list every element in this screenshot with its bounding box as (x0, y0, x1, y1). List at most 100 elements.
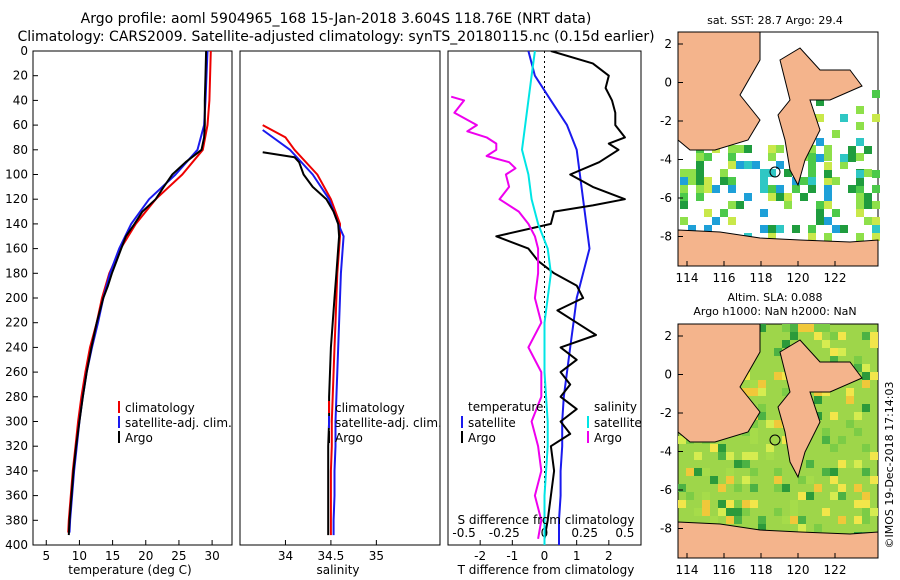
sla-pixel (814, 332, 822, 340)
sla-pixel (838, 348, 846, 356)
sla-pixel (822, 468, 830, 476)
sst-pixel (816, 217, 824, 225)
sla-pixel (766, 444, 774, 452)
map-y-tick-label: -2 (660, 114, 672, 128)
sla-pixel (726, 452, 734, 460)
map-x-tick-label: 116 (713, 271, 736, 285)
sla-pixel (822, 324, 830, 332)
sla-pixel (862, 364, 870, 372)
sla-pixel (702, 492, 710, 500)
sla-pixel (686, 492, 694, 500)
sst-pixel (824, 201, 832, 209)
depth-tick-label: 280 (5, 390, 28, 404)
depth-tick-label: 80 (13, 143, 28, 157)
sla-pixel (750, 484, 758, 492)
sla-pixel (750, 380, 758, 388)
sla-pixel (838, 516, 846, 524)
sst-pixel (760, 209, 768, 217)
sla-pixel (870, 508, 878, 516)
sla-pixel (750, 428, 758, 436)
x-tick-label: 20 (138, 549, 153, 563)
sst-pixel (680, 201, 688, 209)
sla-pixel (702, 508, 710, 516)
sla-pixel (758, 404, 766, 412)
sst-pixel (704, 209, 712, 217)
sst-pixel (776, 185, 784, 193)
sst-pixel (840, 154, 848, 162)
sla-pixel (822, 428, 830, 436)
sst-pixel (752, 161, 760, 169)
sla-pixel (758, 524, 766, 532)
sla-pixel (862, 516, 870, 524)
salinity-xlabel: salinity (316, 563, 359, 577)
sst-pixel (712, 217, 720, 225)
sla-pixel (862, 468, 870, 476)
difference-xlabel-top: S difference from climatology (458, 513, 635, 527)
sst-pixel (816, 98, 824, 106)
sst-pixel (680, 169, 688, 177)
sla-pixel (742, 476, 750, 484)
sst-pixel (832, 130, 840, 138)
temperature-x-axis: 5 10 15 20 25 30 (42, 540, 220, 563)
map-x-tick-label: 122 (824, 271, 847, 285)
depth-tick-label: 240 (5, 340, 28, 354)
depth-tick-label: 40 (13, 93, 28, 107)
sst-pixel (784, 193, 792, 201)
legend-label-satellite-adj: satellite-adj. clim. (125, 416, 232, 430)
sla-pixel (838, 492, 846, 500)
depth-tick-label: 120 (5, 192, 28, 206)
sla-pixel (854, 500, 862, 508)
sla-pixel (774, 420, 782, 428)
sla-pixel (798, 516, 806, 524)
sst-pixel (864, 201, 872, 209)
map-y-tick-label: -4 (660, 153, 672, 167)
sst-pixel (776, 225, 784, 233)
sla-pixel (782, 484, 790, 492)
sla-pixel (830, 412, 838, 420)
x-tick-label: 1 (573, 549, 581, 563)
title-line-1: Argo profile: aoml 5904965_168 15-Jan-20… (81, 11, 592, 27)
map-x-tick-label: 114 (676, 271, 699, 285)
sst-pixel (808, 145, 816, 153)
sst-pixel (824, 233, 832, 241)
sla-pixel (790, 508, 798, 516)
sla-pixel (790, 500, 798, 508)
salinity-x-axis: 34 34.5 35 (278, 540, 384, 563)
sla-pixel (838, 332, 846, 340)
sla-pixel (846, 396, 854, 404)
sst-axes: 114 116 118 120 122 2 0 -2 -4 -6 -8 (660, 37, 846, 285)
sst-pixel (688, 177, 696, 185)
sla-pixel (814, 524, 822, 532)
argo-position-marker (769, 434, 781, 446)
sst-pixel (776, 145, 784, 153)
sla-pixel (710, 476, 718, 484)
sst-pixel (736, 145, 744, 153)
difference-xlabel: T difference from climatology (457, 563, 635, 577)
sst-pixel (856, 201, 864, 209)
sst-pixel (712, 185, 720, 193)
sst-pixel (720, 209, 728, 217)
sst-pixel (728, 177, 736, 185)
sst-pixel (856, 193, 864, 201)
series-line-argo (67, 51, 208, 536)
sla-pixel (758, 380, 766, 388)
sla-map-title-2: Argo h1000: NaN h2000: NaN (693, 305, 856, 318)
sst-pixel (824, 217, 832, 225)
sst-pixel (728, 145, 736, 153)
sst-pixel (744, 145, 752, 153)
depth-tick-label: 380 (5, 513, 28, 527)
sst-pixel (872, 90, 880, 98)
sst-pixel (816, 154, 824, 162)
sla-pixel (854, 460, 862, 468)
sla-pixel (750, 436, 758, 444)
legend-label-climatology: climatology (335, 401, 405, 415)
sst-pixel (872, 201, 880, 209)
sla-pixel (742, 508, 750, 516)
x-tick-label: 0 (541, 549, 549, 563)
sst-pixel (808, 169, 816, 177)
map-y-tick-label: -8 (660, 522, 672, 536)
sst-pixel (760, 169, 768, 177)
legend-label-climatology: climatology (125, 401, 195, 415)
x-tick-label: -1 (506, 549, 518, 563)
sla-pixel (750, 500, 758, 508)
